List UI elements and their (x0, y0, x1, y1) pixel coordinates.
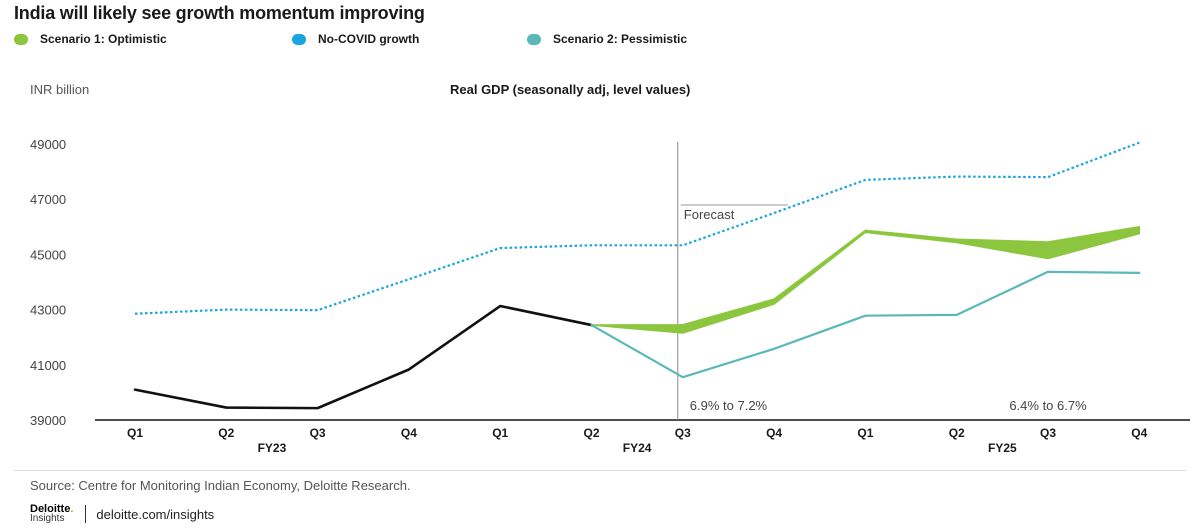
x-tick-label-11: Q4 (1131, 426, 1147, 440)
series-line-pessimistic (590, 270, 1141, 379)
insights-link[interactable]: deloitte.com/insights (96, 506, 215, 522)
brand-footer: Deloitte. Insights deloitte.com/insights (30, 503, 214, 525)
x-tick-label-4: Q1 (492, 426, 508, 440)
y-axis-unit: INR billion (30, 82, 90, 97)
growth-annotation-1: 6.4% to 6.7% (1009, 398, 1087, 413)
y-tick-label-4: 47000 (30, 192, 66, 207)
y-tick-label-0: 39000 (30, 413, 66, 428)
growth-annotation-0: 6.9% to 7.2% (690, 398, 768, 413)
series-line-no-covid (134, 141, 1140, 315)
x-tick-label-7: Q4 (766, 426, 782, 440)
brand-separator (85, 505, 87, 523)
x-tick-label-9: Q2 (949, 426, 965, 440)
legend-label-pessimistic: Scenario 2: Pessimistic (553, 32, 688, 46)
legend-label-no-covid: No-COVID growth (318, 32, 420, 46)
x-tick-label-0: Q1 (127, 426, 143, 440)
forecast-label: Forecast (684, 207, 735, 222)
x-tick-label-6: Q3 (675, 426, 691, 440)
gdp-line-chart: 39000 41000 43000 45000 47000 49000 Q1 Q2 Q3 Q4 Q1… (30, 137, 1190, 455)
x-tick-label-5: Q2 (583, 426, 599, 440)
legend: Scenario 1: Optimistic No-COVID growth S… (14, 32, 914, 50)
footer-divider (14, 470, 1186, 471)
x-tick-label-8: Q1 (857, 426, 873, 440)
legend-swatch-optimistic (14, 33, 28, 45)
x-tick-label-2: Q3 (310, 426, 326, 440)
x-tick-label-3: Q4 (401, 426, 417, 440)
legend-item-pessimistic: Scenario 2: Pessimistic (527, 32, 687, 46)
series-line-actual (133, 304, 593, 410)
y-tick-label-5: 49000 (30, 137, 66, 152)
legend-swatch-no-covid (292, 33, 306, 45)
brand-sub: Insights (30, 513, 65, 524)
legend-item-no-covid: No-COVID growth (292, 32, 419, 46)
deloitte-insights-logo: Deloitte. Insights (30, 503, 74, 524)
legend-swatch-pessimistic (527, 33, 541, 45)
legend-label-optimistic: Scenario 1: Optimistic (40, 32, 167, 46)
series-band-optimistic (590, 226, 1141, 334)
brand-name-text: Deloitte (30, 503, 71, 515)
x-tick-label-1: Q2 (218, 426, 234, 440)
chart-subtitle: Real GDP (seasonally adj, level values) (450, 82, 691, 97)
y-tick-label-1: 41000 (30, 358, 66, 373)
chart-title: India will likely see growth momentum im… (14, 3, 425, 23)
fiscal-year-label-0: FY23 (258, 441, 287, 455)
y-tick-label-3: 45000 (30, 247, 66, 262)
fiscal-year-label-1: FY24 (623, 441, 652, 455)
source-note: Source: Centre for Monitoring Indian Eco… (30, 478, 411, 493)
y-tick-label-2: 43000 (30, 303, 66, 318)
brand-name: Deloitte. (30, 503, 74, 515)
brand-dot: . (70, 503, 74, 515)
x-tick-label-10: Q3 (1040, 426, 1056, 440)
fiscal-year-label-2: FY25 (988, 441, 1017, 455)
legend-item-optimistic: Scenario 1: Optimistic (14, 32, 167, 46)
